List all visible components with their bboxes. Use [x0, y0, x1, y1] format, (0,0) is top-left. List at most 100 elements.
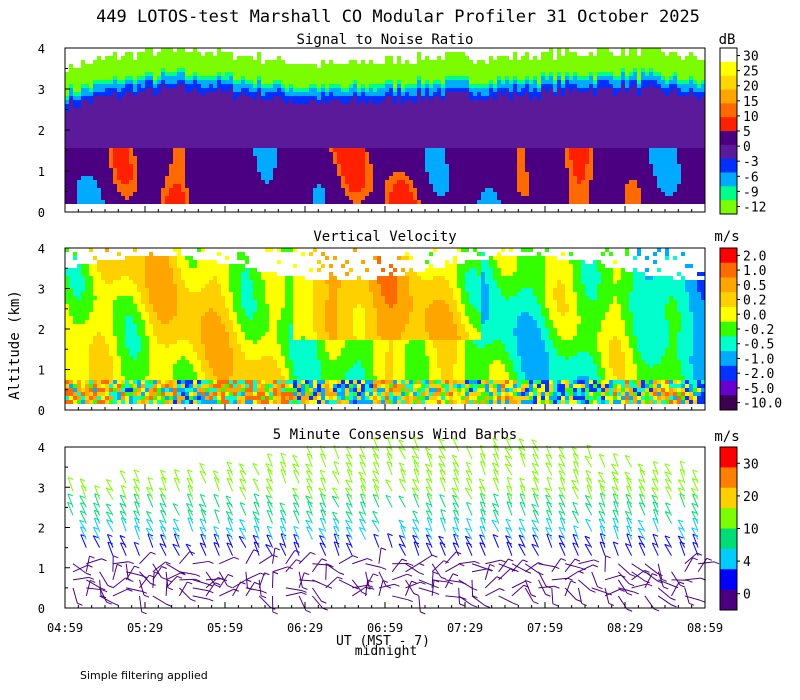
- snr-cell: [429, 144, 433, 148]
- snr-cell: [197, 176, 201, 180]
- snr-cell: [461, 80, 465, 84]
- snr-cell: [353, 96, 357, 100]
- snr-cell: [81, 156, 85, 160]
- snr-cell: [381, 180, 385, 184]
- snr-cell: [229, 192, 233, 196]
- snr-cell: [181, 168, 185, 172]
- snr-cell: [441, 184, 445, 188]
- snr-cell: [161, 168, 165, 172]
- snr-cell: [273, 64, 277, 68]
- snr-cell: [325, 92, 329, 96]
- snr-cell: [197, 192, 201, 196]
- snr-cell: [137, 120, 141, 124]
- snr-cell: [89, 120, 93, 124]
- snr-cell: [189, 200, 193, 204]
- snr-cell: [277, 92, 281, 96]
- snr-cell: [249, 120, 253, 124]
- snr-cell: [117, 156, 121, 160]
- snr-cell: [525, 196, 529, 200]
- snr-cell: [69, 196, 73, 200]
- snr-cell: [105, 156, 109, 160]
- snr-cell: [401, 188, 405, 192]
- snr-cell: [393, 76, 397, 80]
- snr-cell: [429, 108, 433, 112]
- snr-cell: [417, 112, 421, 116]
- snr-cell: [489, 96, 493, 100]
- snr-cell: [285, 104, 289, 108]
- snr-cell: [605, 116, 609, 120]
- snr-cell: [149, 84, 153, 88]
- snr-cell: [445, 148, 449, 152]
- snr-cell: [373, 188, 377, 192]
- snr-cell: [65, 176, 69, 180]
- snr-cell: [253, 148, 257, 152]
- snr-cell: [353, 136, 357, 140]
- snr-cell: [145, 112, 149, 116]
- snr-cell: [249, 148, 253, 152]
- snr-cell: [405, 60, 409, 64]
- snr-cell: [221, 68, 225, 72]
- snr-cell: [193, 124, 197, 128]
- snr-cell: [553, 132, 557, 136]
- snr-cell: [449, 120, 453, 124]
- snr-cell: [565, 84, 569, 88]
- snr-cell: [497, 156, 501, 160]
- snr-cell: [161, 140, 165, 144]
- snr-cell: [593, 56, 597, 60]
- snr-cell: [317, 100, 321, 104]
- snr-cell: [277, 84, 281, 88]
- snr-cell: [429, 76, 433, 80]
- snr-cell: [349, 140, 353, 144]
- snr-cell: [69, 192, 73, 196]
- snr-cell: [129, 176, 133, 180]
- snr-cell: [121, 128, 125, 132]
- snr-cell: [417, 180, 421, 184]
- snr-cell: [525, 92, 529, 96]
- snr-cell: [421, 132, 425, 136]
- snr-cell: [485, 136, 489, 140]
- snr-cell: [249, 104, 253, 108]
- snr-cell: [473, 168, 477, 172]
- snr-cell: [477, 132, 481, 136]
- snr-cell: [69, 144, 73, 148]
- snr-cell: [437, 148, 441, 152]
- snr-cell: [409, 108, 413, 112]
- snr-cell: [313, 144, 317, 148]
- snr-cell: [393, 108, 397, 112]
- snr-cell: [401, 128, 405, 132]
- snr-cell: [97, 196, 101, 200]
- snr-cell: [189, 196, 193, 200]
- snr-cell: [153, 192, 157, 196]
- snr-cell: [445, 56, 449, 60]
- snr-cell: [193, 152, 197, 156]
- snr-cell: [569, 184, 573, 188]
- snr-cell: [89, 176, 93, 180]
- snr-cell: [257, 168, 261, 172]
- snr-cell: [197, 56, 201, 60]
- snr-cell: [517, 96, 521, 100]
- snr-cell: [101, 152, 105, 156]
- snr-cell: [393, 72, 397, 76]
- snr-cell: [477, 112, 481, 116]
- snr-cell: [501, 124, 505, 128]
- snr-cell: [497, 96, 501, 100]
- snr-cell: [453, 96, 457, 100]
- snr-cell: [517, 60, 521, 64]
- snr-cell: [133, 144, 137, 148]
- snr-cell: [117, 64, 121, 68]
- snr-cell: [101, 180, 105, 184]
- snr-cell: [581, 144, 585, 148]
- snr-cell: [337, 76, 341, 80]
- snr-cell: [97, 56, 101, 60]
- snr-cell: [121, 96, 125, 100]
- snr-cell: [181, 136, 185, 140]
- snr-cell: [337, 116, 341, 120]
- snr-cell: [153, 120, 157, 124]
- snr-cell: [357, 120, 361, 124]
- snr-cell: [365, 144, 369, 148]
- snr-cell: [401, 108, 405, 112]
- snr-cell: [329, 104, 333, 108]
- snr-cell: [393, 68, 397, 72]
- snr-cell: [209, 88, 213, 92]
- snr-cell: [145, 156, 149, 160]
